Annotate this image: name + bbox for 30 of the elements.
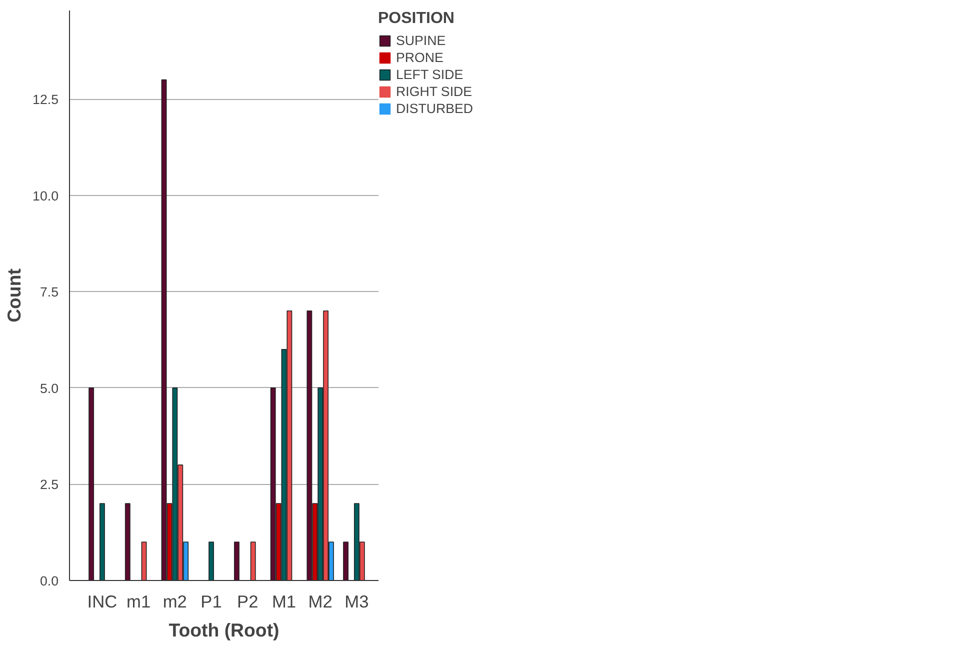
x-tick-label: P1: [200, 592, 222, 612]
bar: [343, 542, 348, 580]
bar: [208, 542, 214, 580]
bar: [141, 542, 147, 580]
x-tick-label: M1: [272, 592, 296, 612]
x-tick-label: m1: [126, 592, 151, 612]
bar: [124, 503, 130, 580]
y-tick-label: 10.0: [32, 188, 59, 204]
legend-label: RIGHT SIDE: [396, 84, 472, 99]
y-tick-label: 2.5: [40, 477, 59, 492]
x-tick-label: m2: [162, 592, 187, 612]
y-tick-label: 12.5: [32, 92, 59, 108]
x-tick-label: M2: [308, 592, 332, 612]
y-tick-label: 7.5: [40, 284, 59, 300]
x-tick-label: P2: [237, 592, 258, 612]
bar: [234, 542, 240, 580]
legend-label: LEFT SIDE: [396, 67, 464, 82]
x-tick-label: INC: [87, 592, 118, 612]
bar: [88, 388, 94, 580]
legend-label: DISTURBED: [396, 101, 474, 116]
legend-label: SUPINE: [396, 33, 446, 48]
y-tick-label: 0.0: [40, 574, 59, 588]
bar: [250, 542, 256, 580]
legend-label: PRONE: [396, 50, 444, 65]
x-axis-title: Tooth (Root): [168, 620, 280, 640]
legend-title: POSITION: [378, 10, 456, 28]
y-axis-title: Count: [4, 268, 25, 322]
bar: [100, 503, 105, 580]
y-tick-label: 5.0: [40, 380, 59, 396]
x-tick-label: M3: [344, 592, 369, 612]
